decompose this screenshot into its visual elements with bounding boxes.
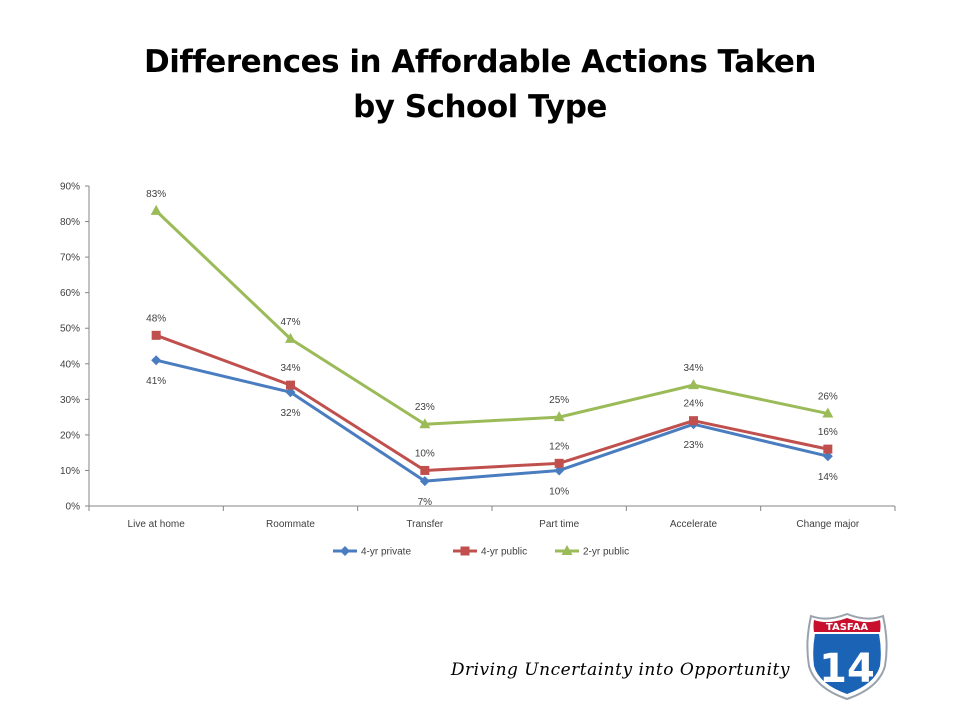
logo-name: TASFAA [826, 622, 868, 633]
legend-marker [561, 545, 573, 555]
legend-label: 2-yr public [583, 547, 629, 558]
data-point [688, 379, 699, 390]
data-label: 16% [818, 427, 838, 438]
data-label: 23% [683, 440, 703, 451]
data-label: 23% [415, 402, 435, 413]
data-label: 12% [549, 441, 569, 452]
y-tick-label: 0% [66, 502, 81, 513]
y-tick-label: 50% [60, 324, 80, 335]
footer-tagline: Driving Uncertainty into Opportunity [450, 660, 790, 680]
data-point [420, 465, 430, 475]
data-label: 48% [146, 313, 166, 324]
data-label: 25% [549, 395, 569, 406]
logo-shield-blue [813, 634, 881, 694]
data-point [554, 465, 565, 476]
legend-marker [460, 546, 470, 556]
tasfaa-logo: TASFAA 14 [806, 612, 888, 701]
series-line [155, 333, 829, 472]
data-label: 10% [549, 486, 569, 497]
x-tick-label: Part time [539, 519, 579, 530]
y-tick-label: 30% [60, 395, 80, 406]
data-point [419, 418, 431, 429]
y-tick-label: 60% [60, 288, 80, 299]
y-tick-label: 40% [60, 359, 80, 370]
data-point [553, 411, 565, 422]
data-label: 26% [818, 392, 838, 403]
data-point [150, 204, 162, 215]
data-label: 10% [415, 448, 435, 459]
logo-number: 14 [819, 646, 875, 692]
title-line-2: by School Type [353, 89, 607, 125]
data-point [151, 330, 161, 340]
data-point [419, 476, 430, 487]
y-tick-label: 20% [60, 430, 80, 441]
data-point [823, 444, 833, 454]
y-tick-label: 90% [60, 182, 80, 193]
data-label: 32% [280, 408, 300, 419]
legend-marker [340, 546, 350, 556]
data-label: 47% [280, 317, 300, 328]
data-label: 34% [683, 363, 703, 374]
slide-title: Differences in Affordable Actions Taken … [0, 40, 960, 130]
data-label: 24% [683, 399, 703, 410]
data-label: 7% [418, 497, 433, 508]
data-point [689, 416, 698, 426]
series-line [155, 209, 829, 426]
line-chart: 0% 10% 20% 30% 40% 50% 60% 70% 80% 90% Live at hom… [60, 182, 896, 558]
legend-label: 4-yr public [481, 547, 527, 558]
data-point [285, 387, 296, 398]
series-line [155, 358, 829, 483]
data-label: 14% [818, 472, 838, 483]
x-tick-label: Transfer [406, 519, 444, 530]
data-point [151, 355, 162, 366]
x-tick-label: Accelerate [670, 519, 718, 530]
y-tick-label: 70% [60, 253, 80, 264]
data-point [822, 451, 833, 462]
x-tick-label: Live at home [128, 519, 186, 530]
data-label: 83% [146, 189, 166, 200]
data-label: 41% [146, 376, 166, 387]
data-point [286, 380, 295, 390]
data-point [554, 458, 564, 468]
data-point [285, 332, 296, 343]
y-tick-label: 80% [60, 217, 80, 228]
title-line-1: Differences in Affordable Actions Taken [143, 44, 817, 80]
data-label: 34% [280, 363, 300, 374]
y-tick-label: 10% [60, 466, 80, 477]
data-point [822, 407, 834, 418]
legend-label: 4-yr private [361, 547, 411, 558]
logo-shield-red [813, 618, 881, 632]
x-tick-label: Change major [796, 519, 859, 530]
x-tick-label: Roommate [266, 519, 315, 530]
